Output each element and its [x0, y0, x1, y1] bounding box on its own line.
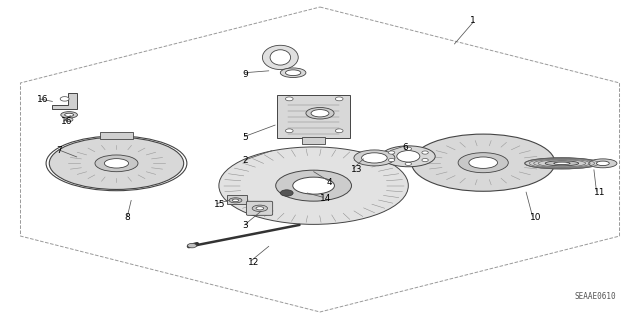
Ellipse shape [458, 153, 508, 173]
Ellipse shape [412, 134, 555, 191]
Ellipse shape [362, 153, 387, 163]
Text: 1: 1 [470, 16, 476, 25]
Ellipse shape [262, 45, 298, 70]
Ellipse shape [276, 170, 351, 201]
FancyBboxPatch shape [100, 132, 133, 139]
Circle shape [335, 97, 343, 101]
Ellipse shape [256, 207, 264, 210]
Ellipse shape [229, 198, 242, 203]
Text: 7: 7 [56, 146, 62, 155]
Circle shape [405, 162, 412, 166]
Ellipse shape [219, 147, 408, 224]
Text: 9: 9 [242, 70, 248, 78]
Ellipse shape [270, 50, 291, 65]
Ellipse shape [61, 112, 77, 118]
Circle shape [388, 159, 395, 162]
Circle shape [405, 147, 412, 150]
Circle shape [397, 151, 420, 162]
Text: 16: 16 [37, 95, 49, 104]
Circle shape [335, 129, 343, 133]
Circle shape [422, 151, 428, 154]
Text: 2: 2 [242, 156, 248, 165]
Ellipse shape [469, 157, 497, 168]
Ellipse shape [311, 110, 329, 117]
Ellipse shape [525, 158, 599, 169]
Text: 14: 14 [320, 194, 332, 203]
Circle shape [388, 151, 395, 154]
Text: 12: 12 [248, 258, 260, 267]
Text: SEAAE0610: SEAAE0610 [574, 293, 616, 301]
Circle shape [422, 159, 428, 162]
FancyBboxPatch shape [227, 195, 247, 204]
Ellipse shape [306, 108, 334, 119]
Text: 15: 15 [214, 200, 226, 209]
Text: 3: 3 [242, 221, 248, 230]
FancyBboxPatch shape [277, 95, 350, 138]
Circle shape [285, 129, 293, 133]
Ellipse shape [49, 137, 184, 189]
FancyBboxPatch shape [246, 201, 273, 215]
Polygon shape [52, 93, 77, 109]
Ellipse shape [292, 177, 335, 194]
Text: 11: 11 [594, 188, 605, 197]
Ellipse shape [596, 161, 609, 166]
Ellipse shape [95, 155, 138, 172]
Ellipse shape [232, 199, 239, 202]
Circle shape [280, 190, 293, 196]
Ellipse shape [252, 205, 268, 211]
Text: 13: 13 [351, 165, 362, 174]
Text: 10: 10 [530, 213, 541, 222]
Text: 6: 6 [402, 143, 408, 152]
Text: 5: 5 [242, 133, 248, 142]
Circle shape [285, 97, 293, 101]
Ellipse shape [381, 146, 435, 167]
Circle shape [65, 118, 73, 122]
Ellipse shape [280, 68, 306, 78]
Ellipse shape [354, 150, 395, 166]
Circle shape [60, 97, 69, 101]
Ellipse shape [65, 113, 74, 116]
Ellipse shape [104, 159, 129, 168]
Ellipse shape [545, 161, 579, 166]
Text: 8: 8 [125, 213, 131, 222]
Text: 16: 16 [61, 117, 72, 126]
Text: 4: 4 [326, 178, 332, 187]
Ellipse shape [554, 162, 570, 165]
Bar [302, 137, 325, 144]
Ellipse shape [589, 159, 617, 168]
Circle shape [188, 243, 196, 248]
Ellipse shape [285, 70, 301, 76]
